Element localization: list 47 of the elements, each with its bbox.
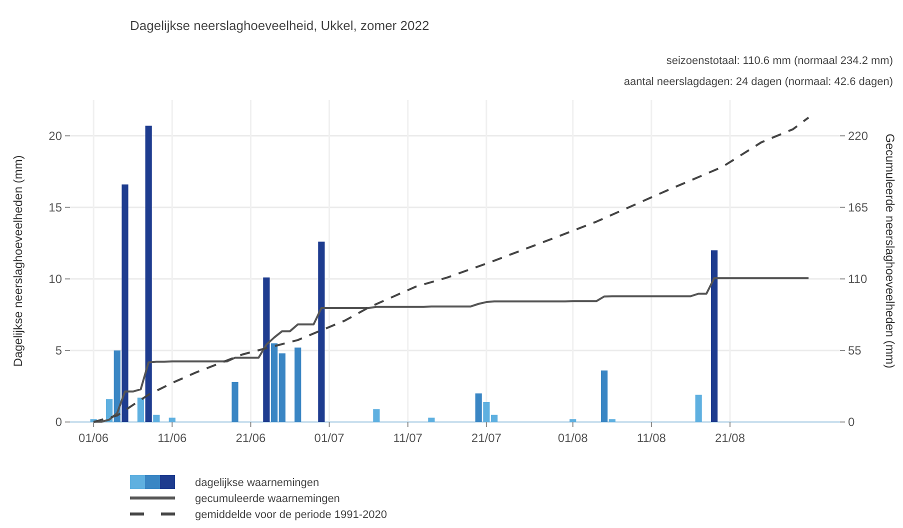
bar [294, 348, 302, 422]
bar [232, 382, 238, 422]
bar [263, 277, 270, 422]
y2-tick-label: 220 [848, 128, 868, 143]
y-tick-label: 20 [48, 128, 62, 143]
y-tick-label: 0 [55, 415, 62, 430]
x-tick-label: 11/07 [393, 431, 423, 445]
x-tick-label: 21/07 [471, 431, 502, 445]
bar [428, 418, 435, 422]
legend-label: dagelijkse waarnemingen [195, 476, 320, 489]
y-tick-label: 15 [48, 200, 62, 215]
bar [695, 394, 702, 422]
x-tick-label: 01/08 [558, 431, 588, 445]
legend-label: gemiddelde voor de periode 1991-2020 [195, 508, 388, 521]
y2-tick-label: 55 [848, 344, 862, 358]
bar [145, 126, 152, 422]
y-axis-title: Dagelijkse neerslaghoeveelheden (mm) [11, 155, 25, 367]
bar [114, 350, 120, 422]
y2-tick-label: 110 [848, 272, 868, 286]
y2-axis-title: Gecumuleerde neerslaghoeveelheden (mm) [883, 134, 897, 368]
line-series [92, 277, 810, 423]
x-tick-label: 11/06 [158, 431, 188, 445]
bar [600, 370, 608, 422]
bar [373, 409, 380, 422]
bar [475, 393, 482, 422]
text: seizoenstotaal: 110.6 mm (normaal 234.2 mm) [666, 55, 893, 67]
y2-tick-label: 165 [848, 200, 868, 215]
x-tick-label: 21/08 [714, 431, 746, 445]
y2-tick-label: 0 [848, 415, 855, 430]
bar [122, 184, 128, 422]
bar [137, 398, 144, 422]
y-tick-label: 5 [55, 344, 62, 358]
x-tick-label: 11/08 [636, 431, 666, 445]
bar [318, 242, 325, 422]
bar [153, 414, 160, 422]
bar [608, 419, 616, 422]
x-tick-label: 21/06 [236, 431, 266, 445]
bar [710, 250, 718, 422]
line-series [92, 116, 810, 423]
x-tick-label: 01/06 [78, 431, 109, 445]
chart-title: Dagelijkse neerslaghoeveelheid, Ukkel, zomer 2022 [130, 18, 430, 33]
x-tick-label: 01/07 [314, 431, 345, 445]
bar [570, 419, 576, 422]
text: aantal neerslagdagen: 24 dagen (normaal: 42.6 dagen) [624, 76, 893, 88]
y-tick-label: 10 [48, 272, 62, 286]
legend-label: gecumuleerde waarnemingen [195, 492, 340, 505]
bar [168, 418, 176, 422]
